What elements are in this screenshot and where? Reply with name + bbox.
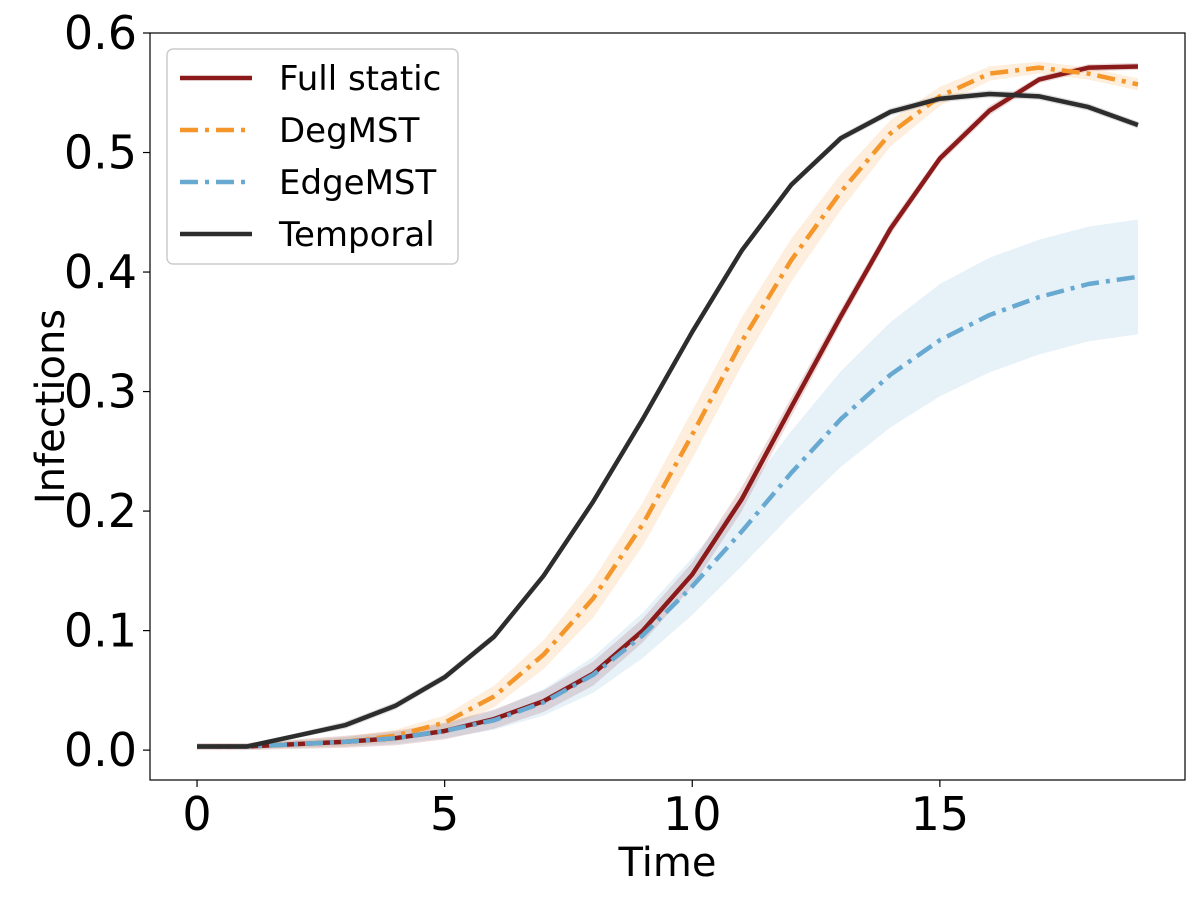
y-tick-label: 0.3 bbox=[64, 365, 137, 419]
legend: Full static DegMST EdgeMST Temporal bbox=[166, 48, 459, 265]
y-axis-ticks: 0.0 0.1 0.2 0.3 0.4 0.5 0.6 bbox=[64, 6, 150, 777]
legend-label: EdgeMST bbox=[279, 163, 436, 203]
legend-label: Full static bbox=[279, 59, 441, 99]
y-axis-label: Infections bbox=[28, 309, 74, 504]
legend-box bbox=[166, 48, 459, 265]
series-lines bbox=[197, 64, 1139, 749]
plot-frame bbox=[149, 32, 1186, 781]
y-tick-label: 0.4 bbox=[64, 245, 137, 299]
y-tick-label: 0.5 bbox=[64, 126, 137, 180]
x-tick-label: 0 bbox=[182, 787, 211, 841]
line-edgemst bbox=[197, 274, 1139, 749]
x-tick-label: 5 bbox=[430, 787, 459, 841]
x-tick-label: 10 bbox=[663, 787, 722, 841]
y-tick-label: 0.2 bbox=[64, 484, 137, 538]
legend-label: Temporal bbox=[278, 215, 435, 255]
legend-label: DegMST bbox=[279, 111, 420, 151]
line-temporal bbox=[197, 91, 1139, 749]
x-axis-label: Time bbox=[618, 840, 717, 886]
y-tick-label: 0.1 bbox=[64, 604, 137, 658]
band-edgemst bbox=[197, 219, 1138, 749]
y-tick-label: 0.6 bbox=[64, 6, 137, 60]
x-axis-ticks: 0 5 10 15 bbox=[182, 780, 969, 841]
y-tick-label: 0.0 bbox=[64, 723, 137, 777]
x-tick-label: 15 bbox=[911, 787, 970, 841]
